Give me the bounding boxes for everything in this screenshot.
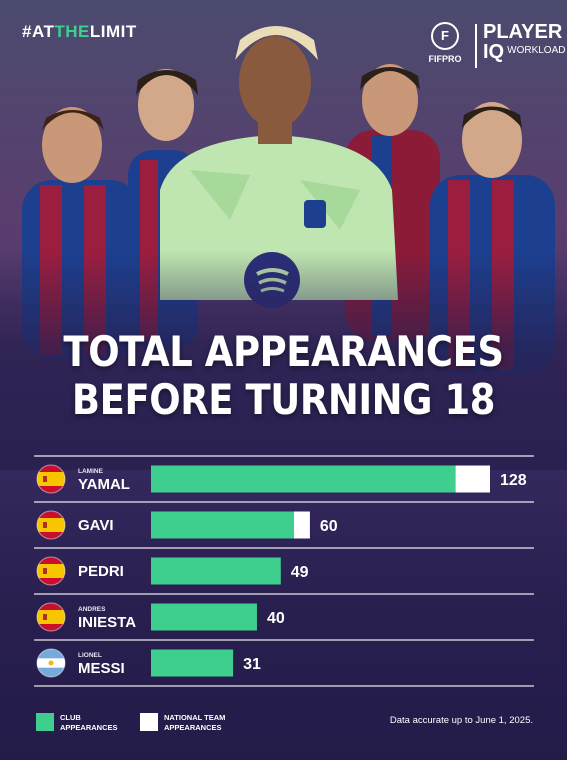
spain-flag-icon — [37, 465, 65, 493]
bar-club-appearances — [151, 511, 295, 539]
player-first-name: ANDRES — [78, 606, 106, 613]
bar-total-label: 31 — [243, 656, 261, 673]
player-last-name: MESSI — [78, 660, 125, 677]
player-last-name: INIESTA — [78, 614, 136, 631]
flag-ring — [36, 556, 66, 586]
data-note: Data accurate up to June 1, 2025. — [389, 715, 533, 726]
bar-national-team-appearances — [294, 511, 310, 539]
player-last-name: GAVI — [78, 517, 114, 534]
fifpro-icon: F — [431, 22, 459, 50]
bar-club-appearances — [151, 465, 456, 493]
fifpro-label: FIFPRO — [428, 54, 462, 64]
flag-ring — [36, 648, 66, 678]
spain-flag-icon — [37, 603, 65, 631]
player-iq-logo: PLAYER IQ WORKLOAD — [483, 22, 565, 63]
bar-club-appearances — [151, 557, 281, 585]
chart-title-line-2: BEFORE TURNING 18 — [71, 375, 496, 424]
bar-total-label: 60 — [320, 518, 338, 535]
player-first-name: LAMINE — [78, 468, 104, 475]
player-iq-player: PLAYER — [483, 21, 563, 43]
spain-flag-icon — [37, 557, 65, 585]
photo-fade-overlay — [0, 250, 567, 470]
player-iq-workload: WORKLOAD — [507, 45, 566, 56]
spain-flag-icon — [37, 511, 65, 539]
bar-club-appearances — [151, 603, 257, 631]
flag-ring — [36, 602, 66, 632]
legend-swatch-club — [36, 713, 54, 731]
hashtag-suffix: LIMIT — [89, 22, 137, 41]
legend-swatch-national — [140, 713, 158, 731]
player-iq-iq: IQ — [483, 41, 505, 63]
brand-divider — [475, 24, 477, 68]
hashtag-highlight: THE — [54, 22, 90, 41]
bar-total-label: 49 — [291, 564, 309, 581]
argentina-flag-icon — [37, 649, 65, 677]
legend-label-national: NATIONAL TEAM APPEARANCES — [164, 713, 226, 732]
fifpro-logo: F FIFPRO — [421, 22, 469, 64]
hashtag-prefix: #AT — [22, 22, 55, 41]
player-last-name: YAMAL — [78, 476, 130, 493]
brand-logos: F FIFPRO PLAYER IQ WORKLOAD — [421, 22, 565, 72]
player-last-name: PEDRI — [78, 563, 124, 580]
legend-label-club: CLUB APPEARANCES — [60, 713, 118, 732]
hashtag-title: #ATTHELIMIT — [22, 22, 137, 42]
bar-club-appearances — [151, 649, 234, 677]
bar-total-label: 40 — [267, 610, 285, 627]
flag-ring — [36, 464, 66, 494]
flag-ring — [36, 510, 66, 540]
bar-total-label: 128 — [500, 472, 527, 489]
bar-national-team-appearances — [455, 465, 490, 493]
chart-title-line-1: TOTAL APPEARANCES — [63, 327, 504, 376]
player-first-name: LIONEL — [78, 652, 102, 659]
chart-title: TOTAL APPEARANCES BEFORE TURNING 18 — [0, 328, 567, 424]
